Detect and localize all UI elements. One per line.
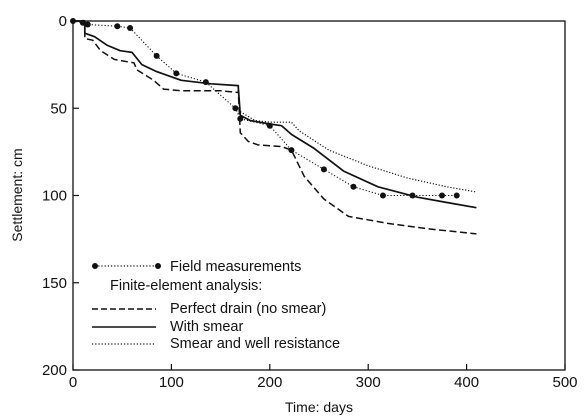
plot-frame — [72, 20, 566, 371]
legend: Field measurements Finite-element analys… — [92, 259, 340, 352]
plot-area — [72, 20, 566, 371]
field-measurement-point — [350, 183, 357, 190]
field-measurement-point — [453, 192, 460, 199]
x-tick-label: 300 — [356, 374, 381, 391]
x-axis-label: Time: days — [285, 399, 353, 415]
series-line-0 — [72, 20, 457, 197]
legend-field-measurements-sample — [92, 263, 161, 269]
series-group — [70, 18, 477, 235]
field-measurement-point — [379, 192, 386, 199]
y-tick-label: 200 — [42, 362, 67, 379]
field-measurement-point — [114, 23, 121, 30]
field-measurement-point — [173, 70, 180, 77]
y-tick-label: 50 — [50, 100, 67, 117]
legend-perfect-drain: Perfect drain (no smear) — [170, 301, 326, 317]
y-tick-label: 100 — [42, 188, 67, 205]
field-measurement-point — [320, 166, 327, 173]
field-measurement-point — [84, 21, 91, 28]
field-measurement-point — [288, 147, 295, 154]
series-line-3 — [239, 111, 477, 193]
series-line-2 — [73, 20, 477, 209]
y-tick-label: 0 — [59, 13, 67, 30]
y-axis-label: Settlement: cm — [9, 148, 25, 241]
field-measurement-point — [439, 192, 445, 199]
x-tick-label: 400 — [454, 374, 479, 391]
x-tick-label: 0 — [69, 374, 77, 391]
axis-ticks: 0 100 200 300 400 500 0 50 100 150 200 — [42, 13, 578, 391]
x-tick-label: 500 — [552, 374, 577, 391]
field-measurement-point — [153, 52, 160, 59]
legend-subtitle: Finite-element analysis: — [110, 278, 262, 294]
legend-field-measurements: Field measurements — [170, 259, 301, 275]
x-tick-label: 200 — [257, 374, 282, 391]
field-measurement-point — [232, 105, 239, 112]
x-tick-label: 100 — [159, 374, 184, 391]
legend-smear-well: Smear and well resistance — [170, 336, 340, 352]
y-tick-label: 150 — [42, 275, 67, 292]
legend-with-smear: With smear — [170, 319, 243, 335]
field-measurement-point — [127, 24, 134, 31]
